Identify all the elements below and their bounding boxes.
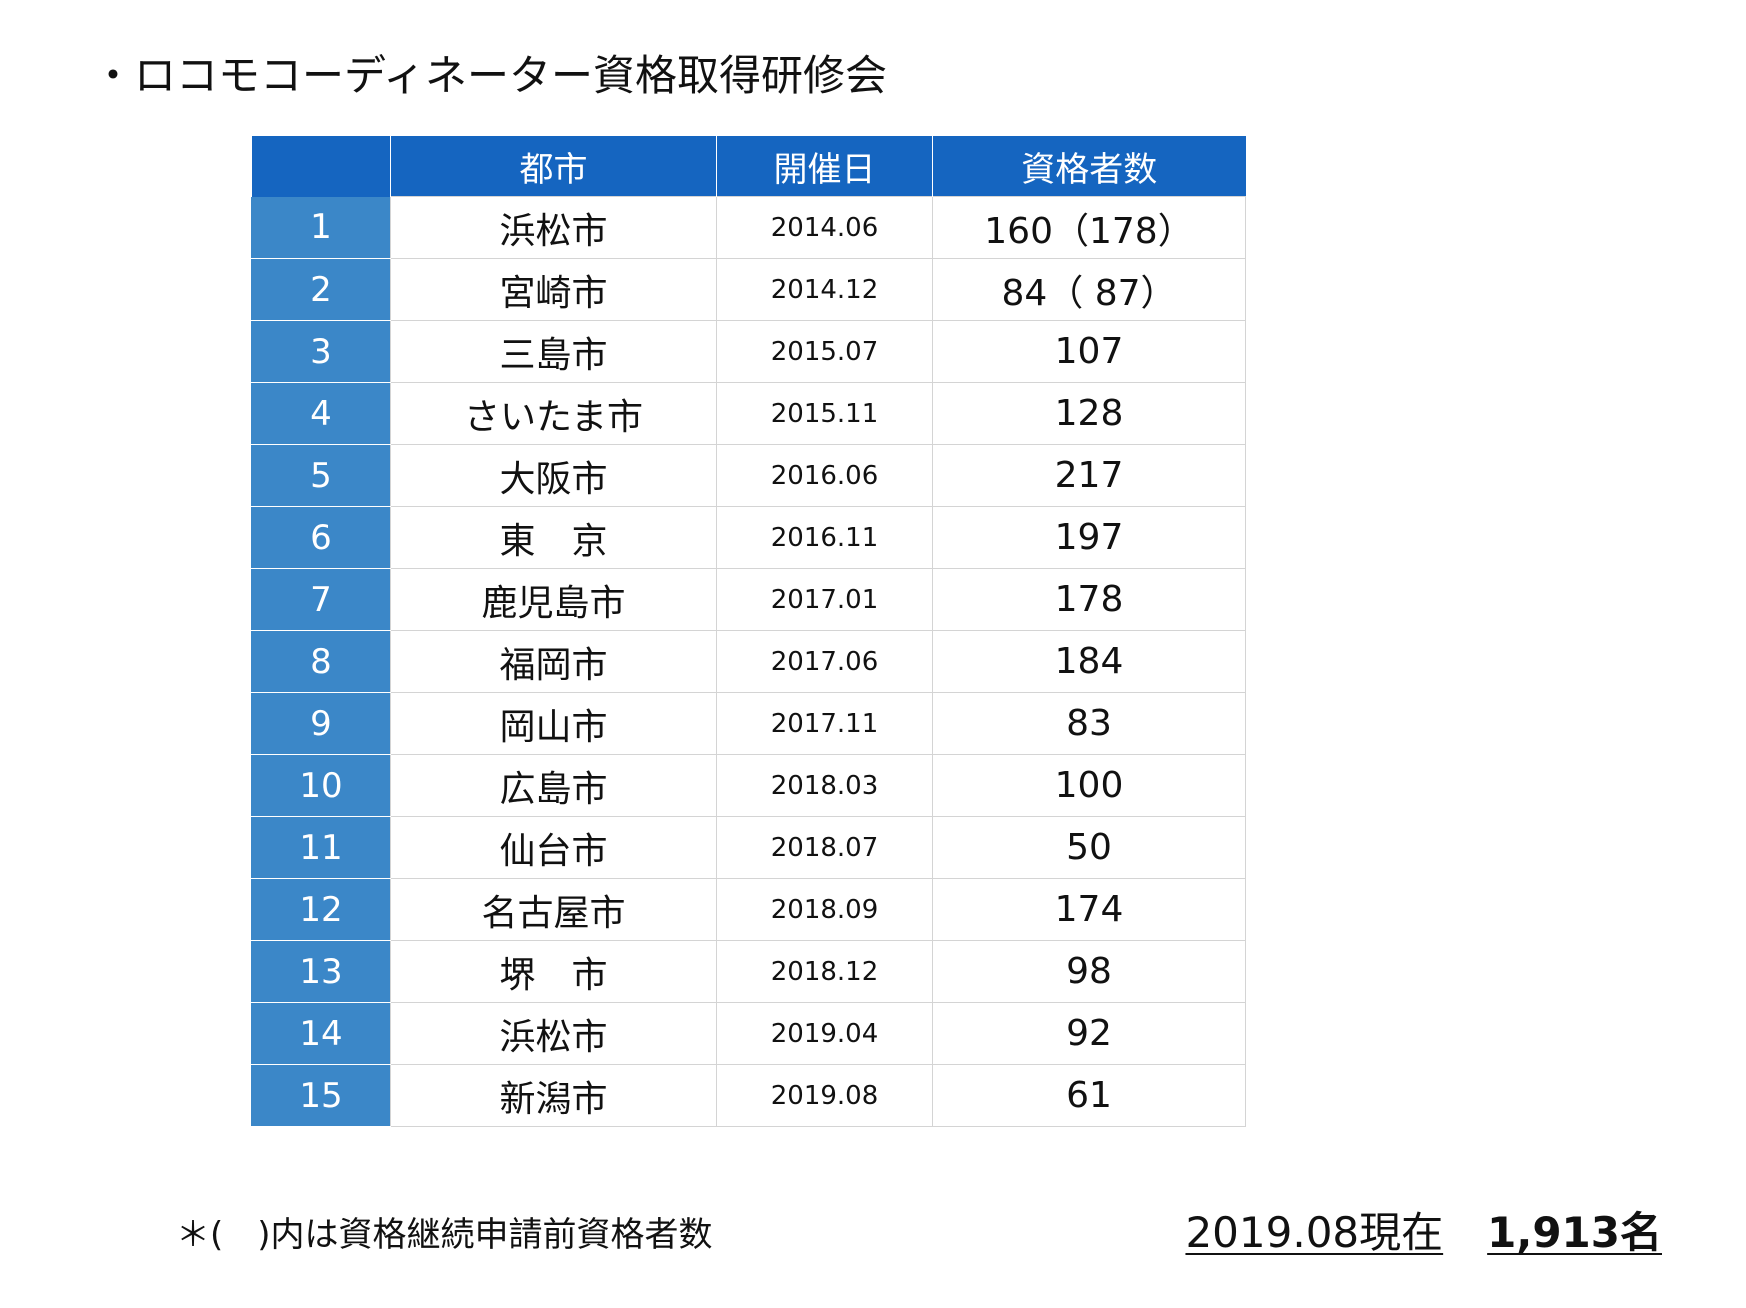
date-cell: 2017.11 (716, 692, 933, 755)
header-city: 都市 (390, 136, 717, 197)
count-cell: 128 (932, 382, 1246, 445)
count-cell: 197 (932, 506, 1246, 569)
total-summary: 2019.08現在 1,913名 (1185, 1205, 1662, 1261)
city-cell: さいたま市 (390, 382, 717, 445)
table-row: 10 広島市 2018.03 100 (251, 754, 1246, 817)
date-cell: 2018.03 (716, 754, 933, 817)
header-date: 開催日 (716, 136, 933, 197)
table-body: 1 浜松市 2014.06 160（178） 2 宮崎市 2014.12 84（ 87） 3 三島… (251, 196, 1246, 1127)
city-cell: 名古屋市 (390, 878, 717, 941)
row-number: 1 (251, 196, 391, 259)
date-cell: 2014.12 (716, 258, 933, 321)
date-cell: 2018.12 (716, 940, 933, 1003)
seminar-table: 都市 開催日 資格者数 1 浜松市 2014.06 160（178） 2 宮崎市 2014.… (251, 136, 1246, 1127)
city-cell: 大阪市 (390, 444, 717, 507)
table-row: 13 堺 市 2018.12 98 (251, 940, 1246, 1003)
date-cell: 2019.04 (716, 1002, 933, 1065)
date-cell: 2016.11 (716, 506, 933, 569)
date-cell: 2016.06 (716, 444, 933, 507)
date-cell: 2018.09 (716, 878, 933, 941)
count-cell: 83 (932, 692, 1246, 755)
as-of-date: 2019.08現在 (1185, 1208, 1444, 1257)
row-number: 3 (251, 320, 391, 383)
table-row: 1 浜松市 2014.06 160（178） (251, 196, 1246, 259)
table-row: 8 福岡市 2017.06 184 (251, 630, 1246, 693)
table-row: 15 新潟市 2019.08 61 (251, 1064, 1246, 1127)
row-number: 9 (251, 692, 391, 755)
footnote: ＊( )内は資格継続申請前資格者数 (176, 1215, 713, 1255)
row-number: 11 (251, 816, 391, 879)
row-number: 7 (251, 568, 391, 631)
count-cell: 217 (932, 444, 1246, 507)
row-number: 14 (251, 1002, 391, 1065)
row-number: 5 (251, 444, 391, 507)
count-cell: 84（ 87） (932, 258, 1246, 321)
count-cell: 160（178） (932, 196, 1246, 259)
table-header-row: 都市 開催日 資格者数 (251, 136, 1246, 197)
city-cell: 広島市 (390, 754, 717, 817)
city-cell: 堺 市 (390, 940, 717, 1003)
date-cell: 2015.11 (716, 382, 933, 445)
count-cell: 50 (932, 816, 1246, 879)
date-cell: 2017.06 (716, 630, 933, 693)
date-cell: 2019.08 (716, 1064, 933, 1127)
city-cell: 三島市 (390, 320, 717, 383)
row-number: 15 (251, 1064, 391, 1127)
date-cell: 2015.07 (716, 320, 933, 383)
count-cell: 100 (932, 754, 1246, 817)
city-cell: 浜松市 (390, 196, 717, 259)
table-row: 5 大阪市 2016.06 217 (251, 444, 1246, 507)
count-cell: 178 (932, 568, 1246, 631)
header-number (251, 136, 391, 197)
table-row: 7 鹿児島市 2017.01 178 (251, 568, 1246, 631)
city-cell: 福岡市 (390, 630, 717, 693)
city-cell: 新潟市 (390, 1064, 717, 1127)
row-number: 12 (251, 878, 391, 941)
city-cell: 宮崎市 (390, 258, 717, 321)
row-number: 8 (251, 630, 391, 693)
table-header: 都市 開催日 資格者数 (251, 136, 1246, 197)
date-cell: 2018.07 (716, 816, 933, 879)
row-number: 4 (251, 382, 391, 445)
date-cell: 2014.06 (716, 196, 933, 259)
table-row: 14 浜松市 2019.04 92 (251, 1002, 1246, 1065)
seminar-table-container: 都市 開催日 資格者数 1 浜松市 2014.06 160（178） 2 宮崎市 2014.… (251, 136, 1246, 1127)
count-cell: 98 (932, 940, 1246, 1003)
count-cell: 107 (932, 320, 1246, 383)
city-cell: 浜松市 (390, 1002, 717, 1065)
table-row: 12 名古屋市 2018.09 174 (251, 878, 1246, 941)
row-number: 10 (251, 754, 391, 817)
page-title: ・ロコモコーディネーター資格取得研修会 (92, 51, 888, 100)
table-row: 3 三島市 2015.07 107 (251, 320, 1246, 383)
city-cell: 岡山市 (390, 692, 717, 755)
city-cell: 仙台市 (390, 816, 717, 879)
table-row: 4 さいたま市 2015.11 128 (251, 382, 1246, 445)
total-count: 1,913名 (1487, 1208, 1662, 1257)
row-number: 6 (251, 506, 391, 569)
table-row: 2 宮崎市 2014.12 84（ 87） (251, 258, 1246, 321)
count-cell: 92 (932, 1002, 1246, 1065)
row-number: 13 (251, 940, 391, 1003)
date-cell: 2017.01 (716, 568, 933, 631)
count-cell: 174 (932, 878, 1246, 941)
row-number: 2 (251, 258, 391, 321)
count-cell: 61 (932, 1064, 1246, 1127)
table-row: 9 岡山市 2017.11 83 (251, 692, 1246, 755)
city-cell: 東 京 (390, 506, 717, 569)
table-row: 11 仙台市 2018.07 50 (251, 816, 1246, 879)
city-cell: 鹿児島市 (390, 568, 717, 631)
header-count: 資格者数 (932, 136, 1246, 197)
count-cell: 184 (932, 630, 1246, 693)
